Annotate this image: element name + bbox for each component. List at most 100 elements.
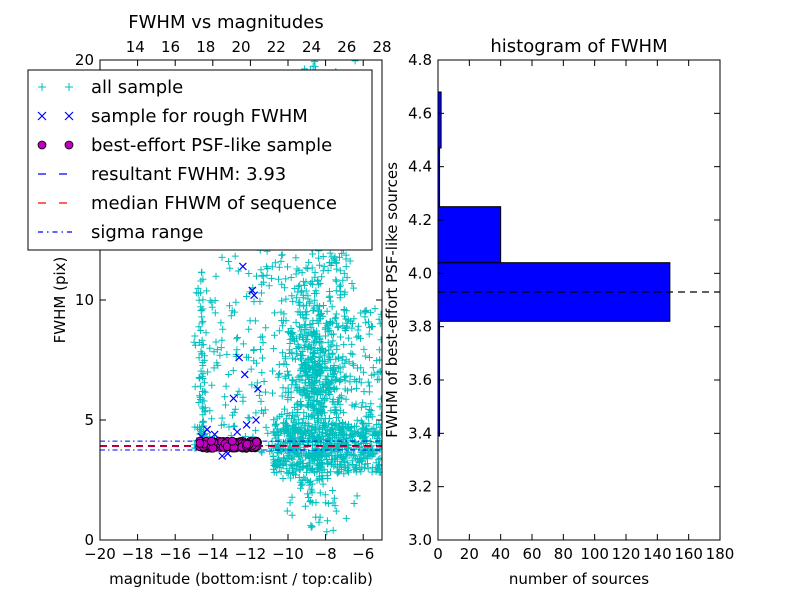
point-all-sample [349,360,357,368]
point-all-sample [359,399,367,407]
point-all-sample [357,309,365,317]
point-all-sample [291,381,299,389]
point-all-sample [299,385,307,393]
point-all-sample [325,346,333,354]
point-all-sample [206,407,214,415]
point-all-sample [264,429,272,437]
point-all-sample [195,399,203,406]
point-all-sample [264,265,272,272]
point-all-sample [361,460,369,468]
point-all-sample [348,280,356,287]
histogram-bar [438,91,442,149]
point-all-sample [250,347,258,354]
point-all-sample [352,377,360,385]
point-all-sample [343,319,351,327]
point-all-sample [360,438,367,446]
point-all-sample [326,391,334,398]
point-all-sample [332,314,340,322]
point-all-sample [339,276,347,284]
point-rough-sample [233,428,242,436]
point-all-sample [304,265,312,273]
point-all-sample [227,312,235,320]
point-all-sample [352,400,360,408]
legend-entry-median: median FHWM of sequence [38,193,337,214]
point-all-sample [362,425,370,433]
point-all-sample [287,425,295,433]
point-all-sample [377,336,382,344]
point-all-sample [247,365,255,373]
point-all-sample [287,443,295,451]
point-all-sample [220,421,228,429]
point-all-sample [337,466,345,474]
point-all-sample [302,420,310,428]
point-rough-sample [218,452,227,460]
point-all-sample [375,420,382,428]
point-all-sample [287,474,295,482]
point-all-sample [217,344,225,352]
point-all-sample [262,263,270,271]
point-all-sample [300,302,308,310]
point-all-sample [306,321,314,328]
point-all-sample [297,327,305,335]
point-all-sample [317,456,325,464]
point-all-sample [308,447,316,455]
point-all-sample [332,310,340,318]
point-all-sample [232,298,240,306]
point-all-sample [271,422,279,430]
point-all-sample [305,258,313,266]
point-all-sample [311,269,319,277]
point-all-sample [345,334,353,342]
point-all-sample [305,329,313,337]
point-all-sample [309,328,317,336]
point-all-sample [352,455,360,463]
point-all-sample [297,367,304,375]
point-all-sample [330,362,338,369]
point-rough-sample [210,430,219,439]
point-all-sample [362,306,370,314]
point-all-sample [333,414,340,421]
point-all-sample [374,430,382,438]
point-all-sample [346,257,354,265]
point-all-sample [342,315,350,323]
legend-label-all-sample: all sample [91,77,183,98]
point-all-sample [300,282,308,289]
point-all-sample [312,368,320,376]
point-all-sample [303,335,311,343]
point-all-sample [325,431,333,439]
point-all-sample [328,366,336,374]
series-psf-sample [195,436,263,453]
point-all-sample [304,494,312,501]
point-all-sample [199,418,206,426]
point-all-sample [329,499,337,507]
point-all-sample [307,343,315,351]
point-all-sample [325,293,333,301]
point-all-sample [271,259,279,267]
point-all-sample [257,447,265,455]
point-all-sample [340,306,348,313]
x-tick-label: −16 [159,545,191,563]
point-all-sample [330,422,338,429]
point-all-sample [366,382,373,390]
point-all-sample [336,267,344,275]
point-all-sample [284,263,291,271]
point-all-sample [292,421,300,429]
point-all-sample [279,349,287,357]
legend-entry-sigma: sigma range [38,222,203,243]
point-all-sample [258,280,266,288]
legend-entry-psf-sample: best-effort PSF-like sample [37,135,332,156]
point-all-sample [252,426,260,434]
point-all-sample [353,492,361,500]
point-all-sample [334,323,342,331]
point-all-sample [231,405,239,413]
point-all-sample [339,419,347,426]
point-all-sample [340,409,348,417]
point-all-sample [332,259,340,266]
point-all-sample [293,386,301,394]
point-all-sample [348,324,356,332]
point-all-sample [229,411,236,419]
top-x-tick-label: 20 [231,38,250,56]
histogram-marks [438,91,720,437]
point-all-sample [285,371,293,379]
point-all-sample [268,437,276,445]
point-all-sample [243,293,251,300]
